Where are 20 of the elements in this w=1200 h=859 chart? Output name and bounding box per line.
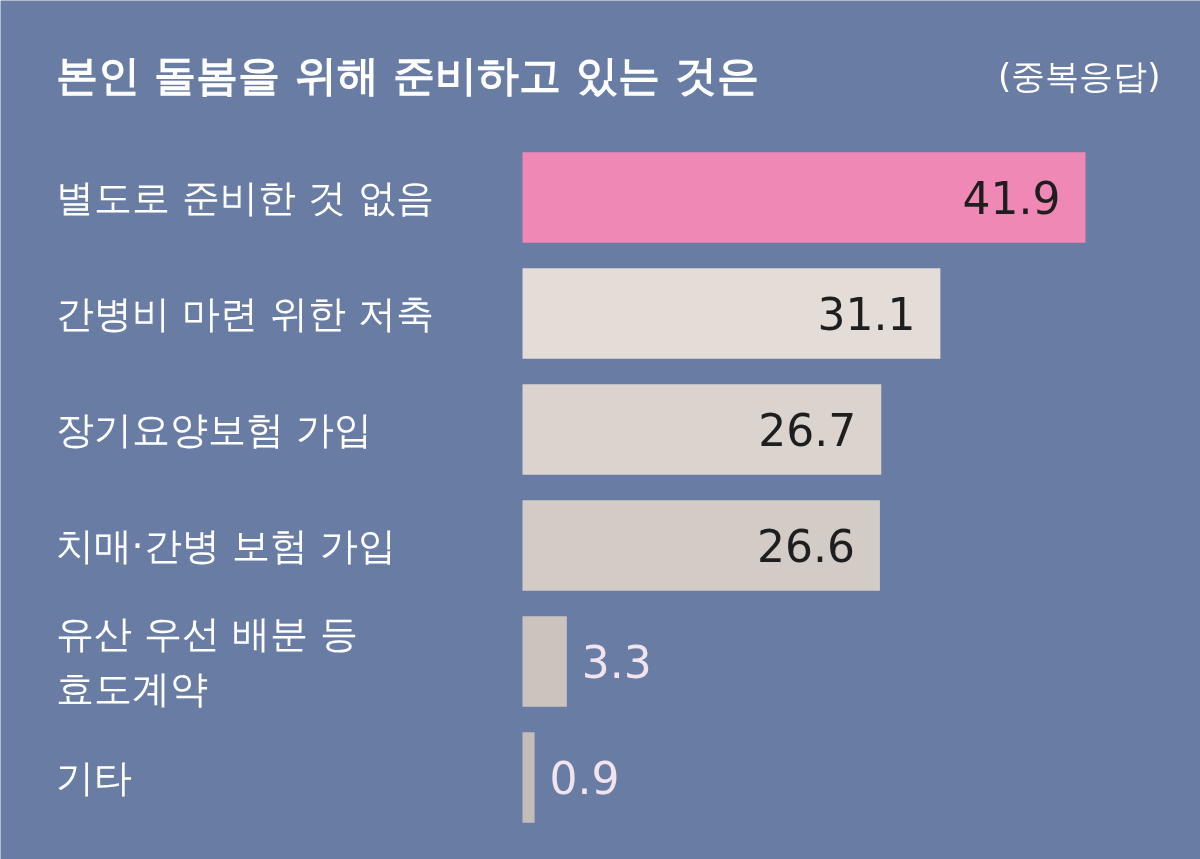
data-label: 26.7 bbox=[758, 405, 857, 456]
bar bbox=[522, 616, 567, 707]
data-label: 26.6 bbox=[756, 521, 855, 572]
y-tick-label: 치매·간병 보험 가입 bbox=[55, 523, 396, 568]
bar bbox=[522, 152, 1086, 243]
data-label: 3.3 bbox=[581, 637, 652, 688]
y-tick-label: 별도로 준비한 것 없음 bbox=[55, 175, 434, 220]
bar bbox=[522, 384, 882, 475]
data-label: 31.1 bbox=[817, 289, 916, 340]
y-tick-label: 간병비 마련 위한 저축 bbox=[55, 291, 434, 336]
data-label: 0.9 bbox=[549, 753, 620, 804]
bar bbox=[522, 268, 941, 359]
y-tick-label: 장기요양보험 가입 bbox=[55, 407, 372, 452]
y-tick-label: 기타 bbox=[55, 755, 132, 800]
y-tick-label: 유산 우선 배분 등 효도계약 bbox=[55, 612, 358, 711]
data-label: 41.9 bbox=[962, 173, 1061, 224]
bar bbox=[522, 500, 880, 591]
bar bbox=[522, 732, 535, 823]
chart-title: 본인 돌봄을 위해 준비하고 있는 것은 bbox=[55, 51, 759, 100]
chart-subtitle: (중복응답) bbox=[997, 55, 1161, 96]
